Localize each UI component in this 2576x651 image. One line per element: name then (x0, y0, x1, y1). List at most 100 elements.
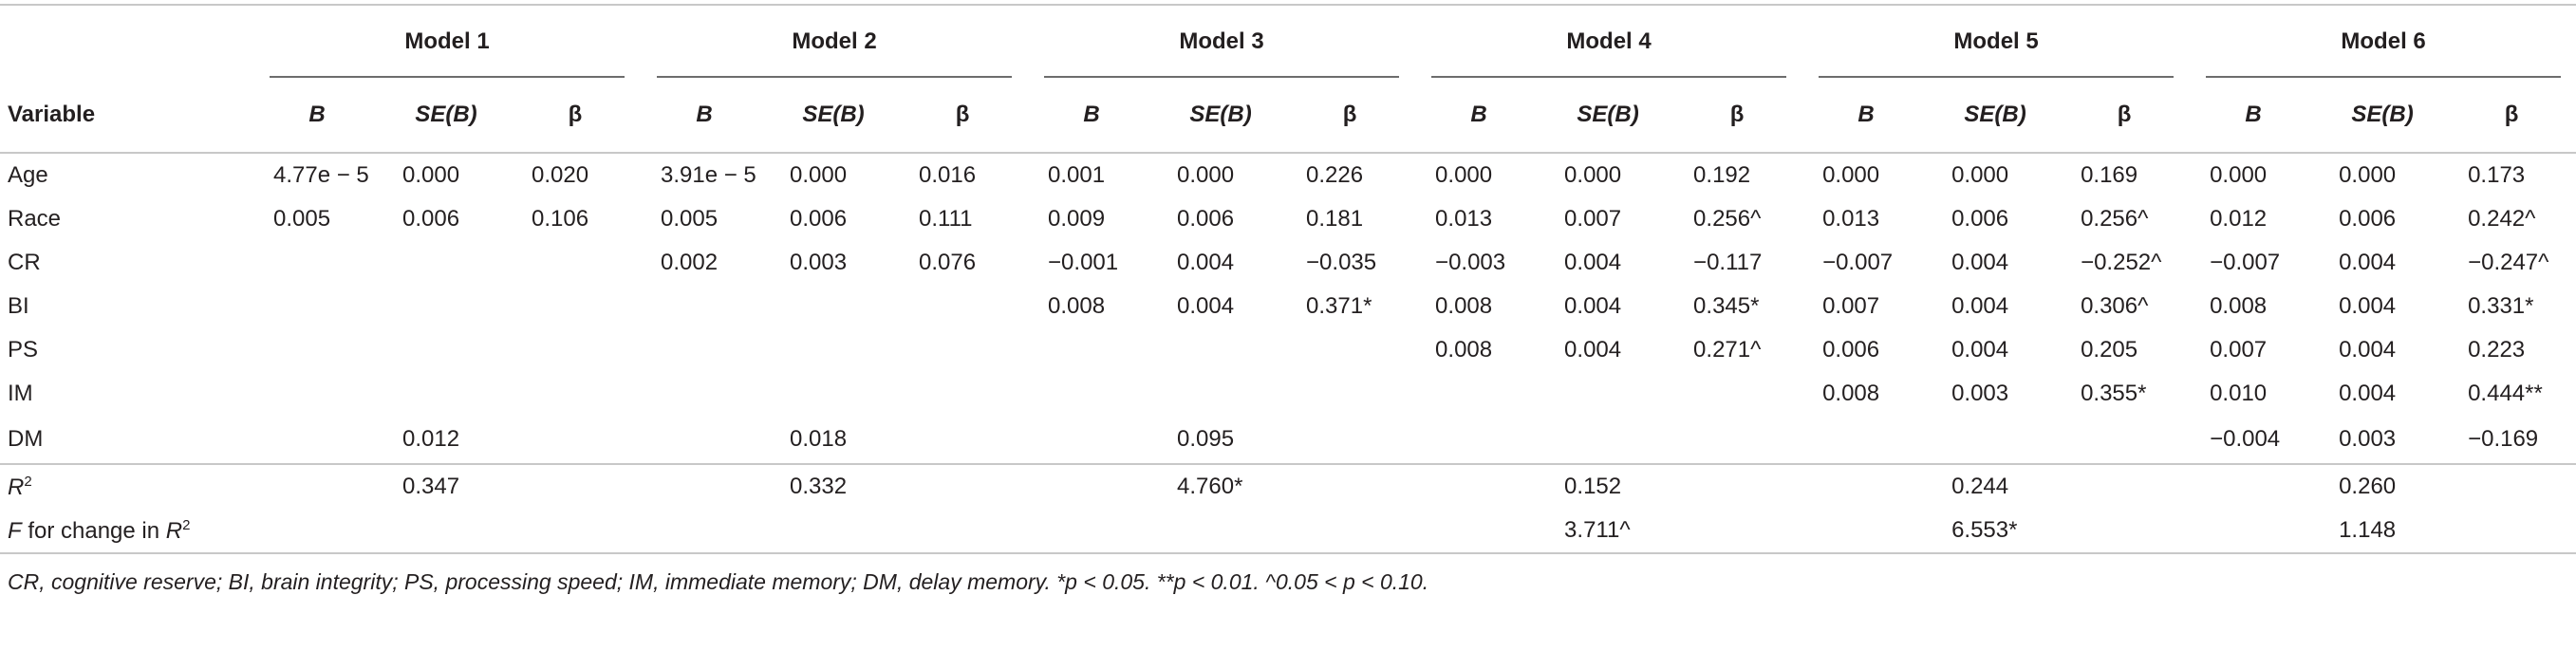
empty-cell (640, 509, 770, 554)
table-row: IM 0.008 0.003 0.355* 0.010 0.004 0.444** (0, 372, 2576, 416)
model-heading: Model 4 (1431, 28, 1787, 78)
empty-cell (1672, 463, 1802, 509)
empty-cell (1285, 416, 1414, 464)
label-text: DM (8, 426, 44, 452)
value-cell: 0.095 (1177, 426, 1235, 452)
value-cell: 0.371* (1306, 293, 1372, 319)
label-text: Race (8, 206, 62, 232)
value-cell: 0.018 (790, 426, 848, 452)
empty-cell (2447, 463, 2576, 509)
value-cell: 0.008 (1048, 293, 1106, 319)
row-label: DM (0, 416, 252, 464)
value-cell: 0.001 (1048, 162, 1106, 188)
column-heading: B (640, 78, 770, 154)
empty-cell (511, 241, 640, 285)
value-cell: 0.007 (2210, 337, 2268, 363)
value-cell: 0.106 (532, 206, 589, 232)
column-heading: β (2060, 78, 2190, 154)
value-cell: 0.004 (2339, 293, 2397, 319)
empty-cell (1285, 372, 1414, 416)
model-cell: Model 1 (252, 4, 641, 78)
empty-cell (1285, 463, 1415, 509)
empty-cell (1027, 463, 1157, 509)
empty-cell (640, 372, 769, 416)
value-cell: 0.004 (2339, 337, 2397, 363)
page-body: {"table": { "models": ["Model 1", "Model… (0, 4, 2576, 651)
value-cell: 0.005 (661, 206, 719, 232)
empty-cell (769, 285, 898, 328)
value-cell: 0.012 (2210, 206, 2268, 232)
empty-cell (1801, 463, 1932, 509)
empty-cell (898, 372, 1027, 416)
empty-cell (382, 372, 511, 416)
label-text: Age (8, 162, 48, 188)
value-cell: 0.013 (1822, 206, 1880, 232)
row-label: Race (0, 197, 252, 241)
value-cell: 0.004 (1564, 293, 1622, 319)
column-heading: SE(B) (1543, 78, 1673, 154)
value-cell: 1.148 (2318, 509, 2448, 554)
column-heading: SE(B) (382, 78, 511, 154)
value-cell: 0.355* (2081, 381, 2147, 406)
value-cell: −0.001 (1048, 250, 1119, 275)
empty-cell (769, 372, 898, 416)
table-row: DM 0.012 0.018 0.095 −0.004 0.003 −0.169 (0, 416, 2576, 464)
empty-cell (1414, 509, 1544, 554)
model-cell: Model 6 (2189, 4, 2576, 78)
value-cell: 0.004 (1564, 337, 1622, 363)
empty-cell (252, 328, 382, 372)
row-label: F for change in R2 (0, 509, 252, 554)
model-heading: Model 2 (657, 28, 1013, 78)
empty-cell (2060, 463, 2190, 509)
value-cell: 0.004 (1951, 337, 2009, 363)
empty-cell (2189, 509, 2319, 554)
value-cell: 0.173 (2468, 162, 2526, 188)
value-cell: 0.331* (2468, 293, 2534, 319)
empty-cell (1801, 509, 1932, 554)
value-cell: 0.271^ (1693, 337, 1762, 363)
value-cell: 3.91e − 5 (661, 162, 756, 188)
value-cell: 0.004 (1951, 250, 2009, 275)
value-cell: 0.226 (1306, 162, 1364, 188)
empty-cell (1931, 416, 2060, 464)
results-table: Model 1 Model 2 Model 3 Model 4 Model 5 Model… (0, 4, 2576, 554)
value-cell: 0.000 (1435, 162, 1493, 188)
value-cell: −0.007 (2210, 250, 2281, 275)
value-cell: −0.035 (1306, 250, 1377, 275)
label-text: PS (8, 337, 39, 363)
value-cell: 0.007 (1822, 293, 1880, 319)
value-cell: 0.008 (1435, 337, 1493, 363)
column-heading: B (1801, 78, 1932, 154)
empty-cell (640, 416, 769, 464)
value-cell: 4.760* (1156, 463, 1286, 509)
empty-cell (511, 372, 640, 416)
model-cell: Model 2 (640, 4, 1028, 78)
empty-cell (1027, 372, 1156, 416)
empty-cell (2189, 463, 2319, 509)
value-cell: 0.012 (402, 426, 460, 452)
empty-cell (1414, 463, 1544, 509)
row-label: PS (0, 328, 252, 372)
value-cell: 0.006 (2339, 206, 2397, 232)
value-cell: 0.000 (1951, 162, 2009, 188)
empty-cell (511, 328, 640, 372)
model-cell: Model 4 (1414, 4, 1802, 78)
value-cell: 0.007 (1564, 206, 1622, 232)
value-cell: 0.006 (1822, 337, 1880, 363)
empty-cell (898, 328, 1027, 372)
empty-cell (511, 509, 641, 554)
value-cell: 0.006 (790, 206, 848, 232)
empty-cell (252, 416, 382, 464)
column-heading: β (1285, 78, 1415, 154)
table-row: PS 0.008 0.004 0.271^ 0.006 0.004 0.205 0.007 0.… (0, 328, 2576, 372)
label-text: R (165, 517, 183, 544)
footnote: CR, cognitive reserve; BI, brain integri… (8, 569, 1429, 594)
value-cell: 0.181 (1306, 206, 1364, 232)
value-cell: 0.306^ (2081, 293, 2149, 319)
column-heading: SE(B) (1156, 78, 1286, 154)
value-cell: 0.016 (919, 162, 977, 188)
value-cell: 0.013 (1435, 206, 1493, 232)
column-row: Variable B SE(B) β B SE(B) β B SE(B) β B SE(B) β B SE(… (0, 78, 2576, 154)
value-cell: 0.008 (2210, 293, 2268, 319)
value-cell: −0.003 (1435, 250, 1506, 275)
